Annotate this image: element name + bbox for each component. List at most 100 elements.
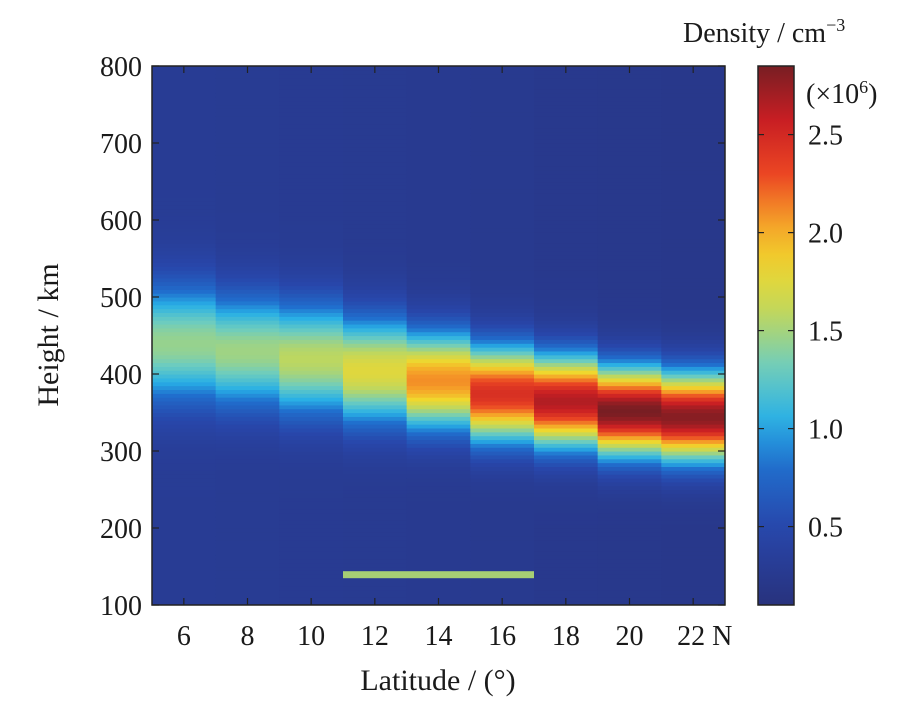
heatmap-cell bbox=[215, 335, 280, 340]
x-tick-label: 10 bbox=[297, 621, 325, 652]
heatmap-cell bbox=[279, 85, 344, 90]
heatmap-cell bbox=[470, 200, 535, 206]
heatmap-cell bbox=[534, 308, 599, 313]
heatmap-cell bbox=[343, 143, 408, 148]
heatmap-cell bbox=[661, 374, 725, 379]
heatmap-cell bbox=[597, 158, 662, 163]
y-tick-label: 200 bbox=[100, 514, 142, 545]
heatmap-cell bbox=[215, 116, 280, 121]
heatmap-cell bbox=[534, 131, 599, 136]
heatmap-cell bbox=[343, 374, 408, 379]
heatmap-cell bbox=[661, 92, 725, 98]
heatmap-cell bbox=[279, 528, 344, 533]
heatmap-cell bbox=[470, 100, 535, 106]
heatmap-cell bbox=[470, 497, 535, 502]
heatmap-cell bbox=[215, 312, 280, 317]
heatmap-cell bbox=[279, 308, 344, 313]
heatmap-cell bbox=[279, 73, 344, 79]
heatmap-cell bbox=[470, 435, 535, 441]
heatmap-cell bbox=[406, 304, 471, 310]
heatmap-cell bbox=[215, 304, 280, 310]
heatmap-cell bbox=[343, 208, 408, 213]
heatmap-cell bbox=[343, 73, 408, 79]
heatmap-cell bbox=[343, 389, 408, 394]
heatmap-cell bbox=[279, 327, 344, 333]
heatmap-cell bbox=[597, 366, 662, 371]
heatmap-cell bbox=[152, 139, 217, 144]
heatmap-cell bbox=[152, 177, 217, 183]
heatmap-cell bbox=[279, 143, 344, 148]
heatmap-cell bbox=[152, 104, 217, 109]
heatmap-cell bbox=[279, 408, 344, 414]
heatmap-cell bbox=[661, 443, 725, 448]
heatmap-cell bbox=[406, 435, 471, 441]
heatmap-cell bbox=[279, 481, 344, 487]
heatmap-cell bbox=[661, 420, 725, 425]
heatmap-cell bbox=[470, 177, 535, 183]
heatmap-cell bbox=[406, 139, 471, 144]
colorbar-tick-label: 1.0 bbox=[808, 415, 843, 446]
heatmap-cell bbox=[406, 293, 471, 298]
heatmap-cell bbox=[406, 531, 471, 537]
heatmap-cell bbox=[215, 331, 280, 337]
heatmap-cell bbox=[279, 400, 344, 406]
heatmap-cell bbox=[215, 447, 280, 452]
heatmap-cell bbox=[279, 212, 344, 217]
heatmap-cell bbox=[343, 558, 408, 564]
heatmap-cell bbox=[215, 574, 280, 579]
heatmap-cell bbox=[597, 119, 662, 125]
heatmap-cell bbox=[534, 104, 599, 109]
heatmap-cell bbox=[279, 158, 344, 163]
heatmap-cell bbox=[152, 285, 217, 290]
heatmap-cell bbox=[470, 562, 535, 568]
colorbar-tick-label: 2.5 bbox=[808, 121, 843, 152]
heatmap-cell bbox=[470, 189, 535, 194]
heatmap-cell bbox=[534, 335, 599, 340]
heatmap-cell bbox=[597, 96, 662, 102]
heatmap-cell bbox=[279, 547, 344, 552]
heatmap-cell bbox=[279, 470, 344, 475]
heatmap-cell bbox=[343, 139, 408, 144]
heatmap-cell bbox=[343, 250, 408, 256]
heatmap-cell bbox=[470, 501, 535, 506]
heatmap-cell bbox=[597, 297, 662, 302]
heatmap-cell bbox=[661, 408, 725, 414]
heatmap-cell bbox=[406, 354, 471, 360]
heatmap-cell bbox=[661, 231, 725, 236]
heatmap-cell bbox=[534, 100, 599, 106]
heatmap-cell bbox=[215, 277, 280, 283]
heatmap-cell bbox=[152, 512, 217, 518]
heatmap-cell bbox=[597, 570, 662, 575]
heatmap-cell bbox=[470, 558, 535, 564]
heatmap-cell bbox=[597, 281, 662, 287]
heatmap-cell bbox=[215, 516, 280, 521]
heatmap-cell bbox=[343, 581, 408, 587]
heatmap-column bbox=[470, 66, 535, 605]
heatmap-cell bbox=[661, 162, 725, 167]
heatmap-cell bbox=[406, 185, 471, 190]
heatmap-cell bbox=[597, 185, 662, 190]
heatmap-cell bbox=[597, 520, 662, 525]
heatmap-cell bbox=[661, 474, 725, 479]
heatmap-cell bbox=[343, 277, 408, 283]
heatmap-cell bbox=[597, 581, 662, 587]
heatmap-cell bbox=[534, 243, 599, 248]
heatmap-cell bbox=[661, 216, 725, 221]
heatmap-cell bbox=[470, 585, 535, 591]
heatmap-cell bbox=[597, 227, 662, 233]
heatmap-cell bbox=[215, 570, 280, 575]
heatmap-cell bbox=[343, 528, 408, 533]
heatmap-cell bbox=[343, 377, 408, 383]
heatmap-cell bbox=[152, 220, 217, 225]
heatmap-cell bbox=[215, 520, 280, 525]
heatmap-cell bbox=[152, 173, 217, 179]
heatmap-cell bbox=[343, 350, 408, 356]
heatmap-cell bbox=[534, 343, 599, 348]
heatmap-cell bbox=[661, 512, 725, 518]
heatmap-cell bbox=[215, 85, 280, 90]
heatmap-cell bbox=[152, 366, 217, 371]
heatmap-cell bbox=[215, 358, 280, 364]
heatmap-cell bbox=[406, 208, 471, 213]
heatmap-cell bbox=[279, 216, 344, 221]
heatmap-cell bbox=[406, 343, 471, 348]
